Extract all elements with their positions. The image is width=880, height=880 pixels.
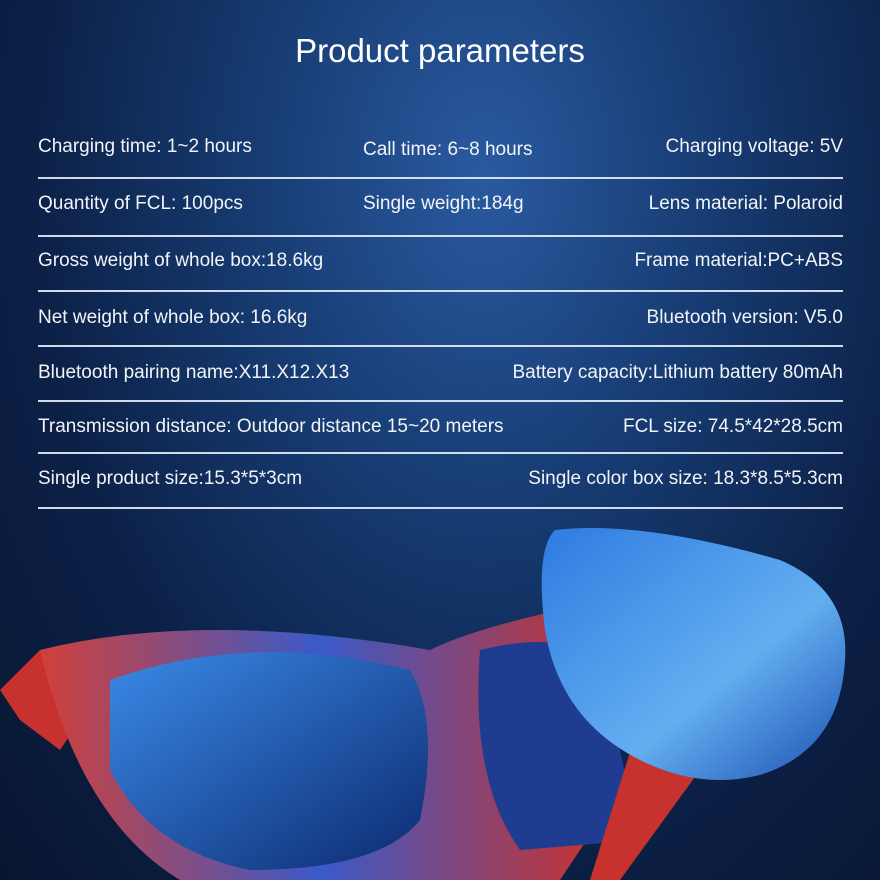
glasses-image xyxy=(0,528,846,880)
spec-row: Quantity of FCL: 100pcs Single weight:184… xyxy=(38,193,843,223)
spec-fcl-size: FCL size: 74.5*42*28.5cm xyxy=(622,416,843,437)
spec-gross-weight: Gross weight of whole box:18.6kg xyxy=(38,250,324,271)
spec-row: Transmission distance: Outdoor distance … xyxy=(38,416,843,446)
spec-row: Charging time: 1~2 hours Call time: 6~8 h… xyxy=(38,136,843,166)
divider xyxy=(38,290,843,292)
left-lens xyxy=(110,652,428,870)
divider xyxy=(38,235,843,237)
divider xyxy=(38,345,843,347)
spec-net-weight: Net weight of whole box: 16.6kg xyxy=(38,307,308,328)
spec-charging-voltage: Charging voltage: 5V xyxy=(665,136,843,157)
spec-row: Net weight of whole box: 16.6kg Bluetooth… xyxy=(38,307,843,337)
spec-pairing-name: Bluetooth pairing name:X11.X12.X13 xyxy=(38,362,350,383)
divider xyxy=(38,507,843,509)
clip-on-lens xyxy=(541,528,846,780)
spec-single-weight: Single weight:184g xyxy=(363,193,524,214)
spec-transmission-distance: Transmission distance: Outdoor distance … xyxy=(38,416,504,437)
spec-call-time: Call time: 6~8 hours xyxy=(363,139,533,160)
spec-product-size: Single product size:15.3*5*3cm xyxy=(38,468,303,489)
divider xyxy=(38,452,843,454)
spec-quantity-fcl: Quantity of FCL: 100pcs xyxy=(38,193,243,214)
divider xyxy=(38,177,843,179)
spec-bluetooth-version: Bluetooth version: V5.0 xyxy=(646,307,843,328)
divider xyxy=(38,400,843,402)
spec-color-box-size: Single color box size: 18.3*8.5*5.3cm xyxy=(528,468,843,489)
spec-charging-time: Charging time: 1~2 hours xyxy=(38,136,252,157)
temple-arm-left xyxy=(0,650,80,750)
spec-row: Single product size:15.3*5*3cm Single col… xyxy=(38,468,843,498)
page-title: Product parameters xyxy=(295,32,585,69)
spec-lens-material: Lens material: Polaroid xyxy=(648,193,843,214)
spec-row: Bluetooth pairing name:X11.X12.X13 Batter… xyxy=(38,362,843,392)
spec-battery-capacity: Battery capacity:Lithium battery 80mAh xyxy=(512,362,843,383)
spec-row: Gross weight of whole box:18.6kg Frame ma… xyxy=(38,250,843,280)
spec-frame-material: Frame material:PC+ABS xyxy=(634,250,843,271)
